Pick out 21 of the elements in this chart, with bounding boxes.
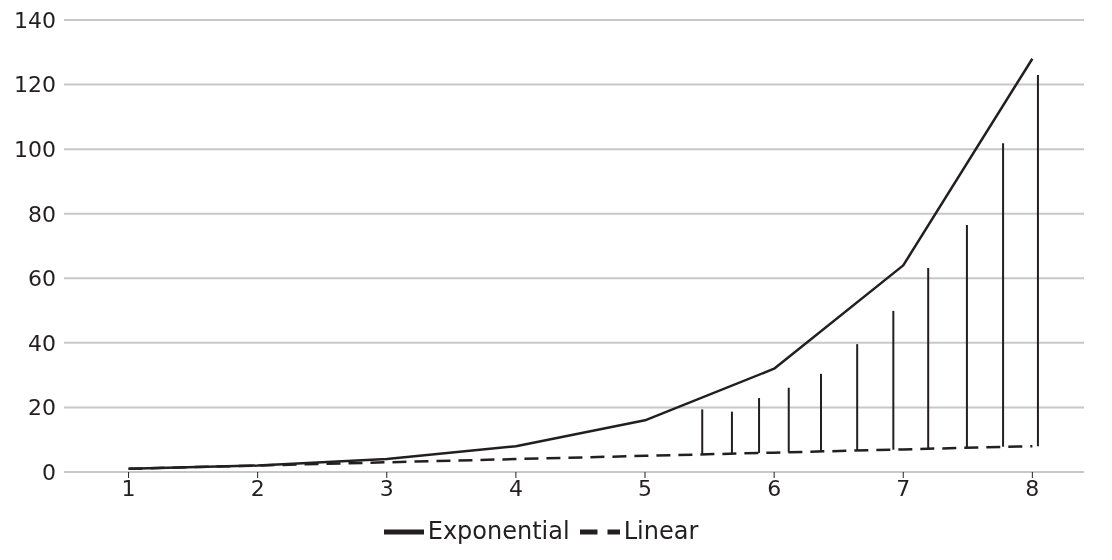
bar [1036, 74, 1039, 447]
y-tick-label: 40 [28, 330, 56, 356]
x-tick-label: 8 [1025, 475, 1040, 501]
y-tick-label: 100 [14, 136, 56, 162]
x-tick-label: 2 [250, 475, 265, 501]
x-tick-label: 1 [121, 475, 136, 501]
y-tick-label: 0 [42, 459, 56, 485]
x-tick-label: 6 [767, 475, 782, 501]
y-tick-label: 60 [28, 266, 56, 292]
bar [892, 310, 895, 450]
y-tick-label: 20 [28, 395, 56, 421]
legend-label: Linear [623, 517, 699, 545]
y-tick-label: 120 [14, 72, 56, 98]
y-tick-label: 140 [14, 7, 56, 33]
x-tick-label: 3 [379, 475, 394, 501]
legend-label: Exponential [427, 517, 570, 545]
x-tick-label: 4 [508, 475, 523, 501]
x-tick-label: 5 [638, 475, 653, 501]
bar [1002, 143, 1005, 447]
y-tick-label: 80 [28, 201, 56, 227]
x-tick-label: 7 [896, 475, 911, 501]
